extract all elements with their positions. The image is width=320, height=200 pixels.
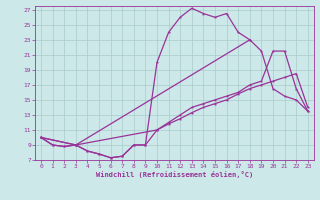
X-axis label: Windchill (Refroidissement éolien,°C): Windchill (Refroidissement éolien,°C) — [96, 171, 253, 178]
